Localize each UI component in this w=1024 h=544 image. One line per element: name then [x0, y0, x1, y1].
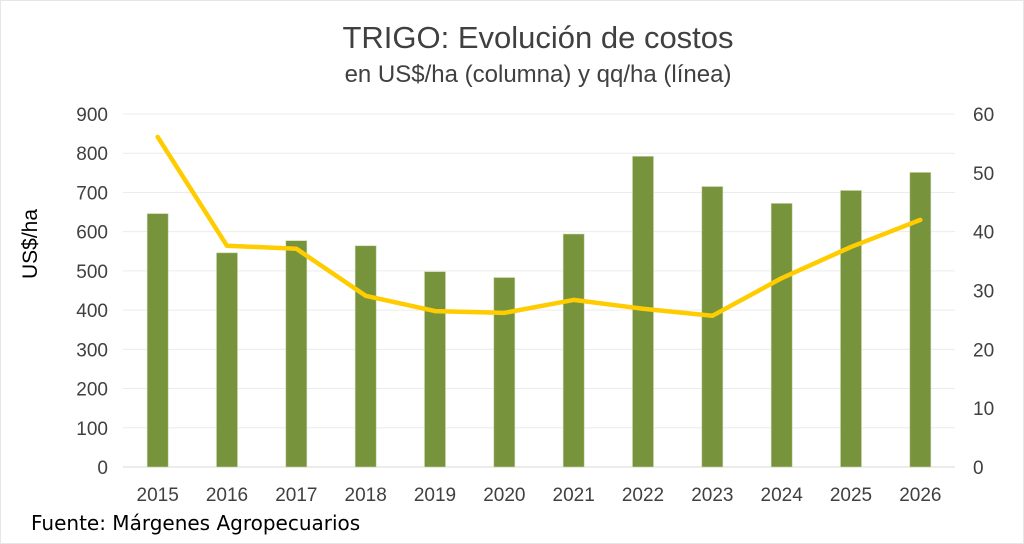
y-axis-ticks: 0 100 200 300 400 500 600 700 800 900 — [76, 105, 108, 479]
bar-series — [146, 156, 932, 468]
x-tick-label: 2026 — [899, 485, 941, 506]
bar-2020 — [493, 277, 516, 468]
bar-2017 — [285, 240, 308, 468]
chart-title: TRIGO: Evolución de costos — [342, 20, 734, 55]
x-tick-label: 2016 — [206, 485, 248, 506]
bar-2016 — [216, 252, 238, 468]
bar-2015 — [146, 213, 169, 468]
y-tick-label: 500 — [76, 262, 108, 283]
gridlines — [123, 113, 955, 468]
x-tick-label: 2018 — [345, 485, 387, 506]
chart-subtitle: en US$/ha (columna) y qq/ha (línea) — [344, 61, 732, 88]
line-series — [155, 134, 923, 319]
y2-tick-label: 50 — [973, 164, 994, 185]
bar-2024 — [770, 203, 793, 468]
bar-2018 — [354, 245, 377, 468]
bar-2026 — [909, 172, 932, 468]
bar-2023 — [701, 186, 724, 468]
x-tick-label: 2020 — [483, 485, 525, 506]
x-tick-label: 2022 — [622, 485, 664, 506]
line-qq-ha — [155, 134, 923, 319]
y-tick-label: 900 — [76, 105, 108, 126]
y-tick-label: 800 — [76, 144, 108, 165]
x-tick-label: 2024 — [761, 485, 804, 506]
y-tick-label: 400 — [76, 301, 108, 322]
y2-tick-label: 40 — [973, 223, 994, 244]
y2-axis-ticks: 0 10 20 30 40 50 60 — [973, 105, 994, 479]
x-tick-label: 2015 — [137, 485, 179, 506]
y-tick-label: 300 — [76, 340, 108, 361]
y2-tick-label: 0 — [973, 458, 984, 479]
x-tick-label: 2021 — [553, 485, 595, 506]
bar-2021 — [562, 233, 585, 468]
bar-2019 — [424, 271, 446, 468]
x-tick-label: 2025 — [830, 485, 872, 506]
y-tick-label: 0 — [97, 458, 108, 479]
y2-tick-label: 20 — [973, 340, 994, 361]
y-tick-label: 600 — [76, 223, 108, 244]
y-tick-label: 200 — [76, 380, 108, 401]
source-note: Fuente: Márgenes Agropecuarios — [31, 511, 361, 535]
x-tick-label: 2017 — [275, 485, 317, 506]
bar-2025 — [840, 190, 862, 468]
x-tick-label: 2023 — [691, 485, 733, 506]
y-tick-label: 100 — [76, 419, 108, 440]
x-axis-ticks: 2015 2016 2017 2018 2019 2020 2021 2022 2023 2024… — [137, 485, 942, 506]
y2-tick-label: 10 — [973, 399, 994, 420]
y-tick-label: 700 — [76, 183, 108, 204]
y2-tick-label: 60 — [973, 105, 994, 126]
x-tick-label: 2019 — [414, 485, 456, 506]
y2-tick-label: 30 — [973, 282, 994, 303]
